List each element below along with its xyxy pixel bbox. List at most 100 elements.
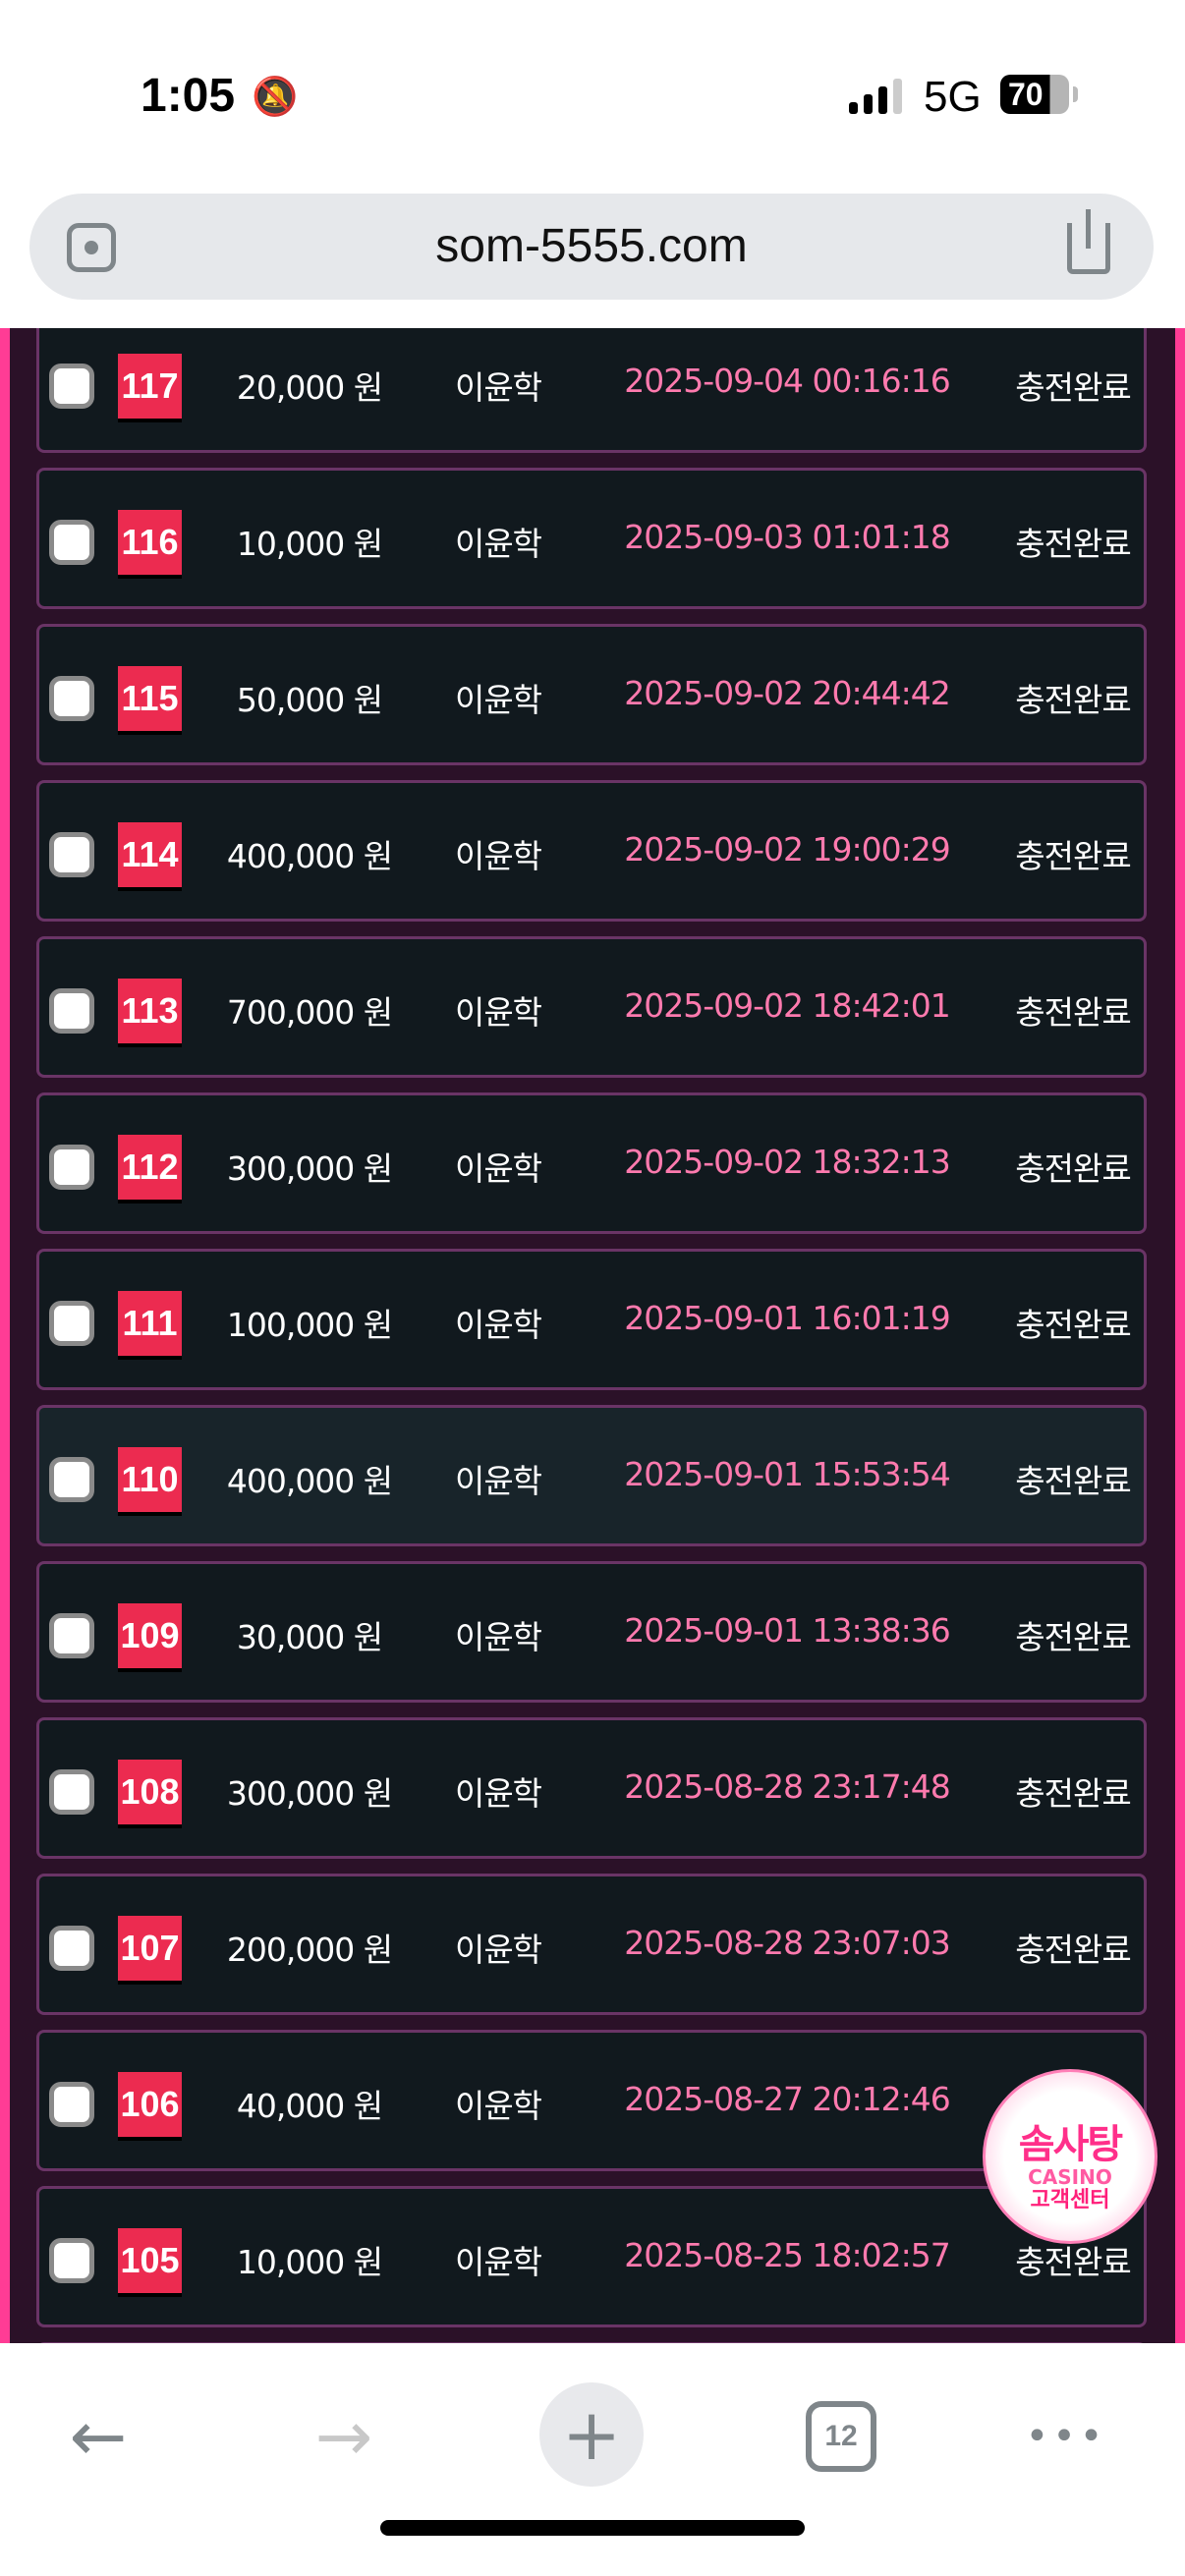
support-brand: 솜사탕 bbox=[1018, 2122, 1123, 2167]
table-row: 109 30,000 원 이윤학 2025-09-01 13:38:36 충전완… bbox=[36, 1561, 1147, 1703]
row-checkbox[interactable] bbox=[49, 1769, 94, 1815]
row-checkbox[interactable] bbox=[49, 988, 94, 1034]
amount: 50,000 원 bbox=[236, 681, 383, 719]
amount: 300,000 원 bbox=[226, 1774, 393, 1813]
depositor-name: 이윤학 bbox=[454, 2243, 542, 2281]
charge-history-list: 117 20,000 원 이윤학 2025-09-04 00:16:16 충전완… bbox=[36, 328, 1147, 2343]
datetime: 2025-09-03 01:01:18 bbox=[624, 518, 950, 556]
table-row: 112 300,000 원 이윤학 2025-09-02 18:32:13 충전… bbox=[36, 1092, 1147, 1234]
forward-arrow-icon[interactable]: → bbox=[314, 2396, 373, 2477]
amount: 300,000 원 bbox=[226, 1149, 393, 1188]
customer-center-button[interactable]: 솜사탕 CASINO 고객센터 bbox=[983, 2069, 1157, 2244]
datetime: 2025-08-28 23:17:48 bbox=[624, 1767, 950, 1806]
depositor-name: 이윤학 bbox=[454, 368, 542, 407]
amount: 100,000 원 bbox=[226, 1306, 393, 1344]
row-checkbox[interactable] bbox=[49, 364, 94, 409]
battery-nub bbox=[1073, 86, 1078, 102]
row-checkbox[interactable] bbox=[49, 2082, 94, 2127]
table-row: 115 50,000 원 이윤학 2025-09-02 20:44:42 충전완… bbox=[36, 624, 1147, 765]
datetime: 2025-08-27 20:12:46 bbox=[624, 2080, 950, 2118]
row-number-badge: 107 bbox=[118, 1916, 182, 1981]
row-number-badge: 109 bbox=[118, 1603, 182, 1668]
more-dots-icon[interactable]: ••• bbox=[1025, 2414, 1107, 2459]
row-checkbox[interactable] bbox=[49, 1145, 94, 1190]
amount: 200,000 원 bbox=[226, 1931, 393, 1969]
status: 충전완료 bbox=[1015, 368, 1131, 407]
table-row: 110 400,000 원 이윤학 2025-09-01 15:53:54 충전… bbox=[36, 1405, 1147, 1546]
row-checkbox[interactable] bbox=[49, 2238, 94, 2283]
row-number-badge: 114 bbox=[118, 822, 182, 887]
network-type: 5G bbox=[924, 73, 982, 121]
status: 충전완료 bbox=[1015, 1306, 1131, 1344]
status: 충전완료 bbox=[1015, 993, 1131, 1032]
row-checkbox[interactable] bbox=[49, 676, 94, 721]
browser-toolbar: ← → + 12 ••• bbox=[0, 2343, 1185, 2576]
amount: 700,000 원 bbox=[226, 993, 393, 1032]
status-bar: 1:05 🔕 5G 70 bbox=[0, 0, 1185, 187]
status: 충전완료 bbox=[1015, 681, 1131, 719]
clock: 1:05 bbox=[141, 70, 236, 122]
status: 충전완료 bbox=[1015, 1149, 1131, 1188]
depositor-name: 이윤학 bbox=[454, 993, 542, 1032]
support-label: 고객센터 bbox=[1030, 2188, 1110, 2212]
status: 충전완료 bbox=[1015, 837, 1131, 875]
address-bar[interactable]: som-5555.com bbox=[29, 194, 1154, 300]
datetime: 2025-09-04 00:16:16 bbox=[624, 362, 950, 400]
table-row: 106 40,000 원 이윤학 2025-08-27 20:12:46 충전완… bbox=[36, 2030, 1147, 2171]
depositor-name: 이윤학 bbox=[454, 1462, 542, 1500]
row-checkbox[interactable] bbox=[49, 1926, 94, 1971]
depositor-name: 이윤학 bbox=[454, 1149, 542, 1188]
row-checkbox[interactable] bbox=[49, 1613, 94, 1658]
new-tab-plus-icon[interactable]: + bbox=[539, 2382, 644, 2487]
datetime: 2025-08-28 23:07:03 bbox=[624, 1924, 950, 1962]
row-checkbox[interactable] bbox=[49, 832, 94, 877]
row-number-badge: 113 bbox=[118, 979, 182, 1043]
web-content: 117 20,000 원 이윤학 2025-09-04 00:16:16 충전완… bbox=[0, 328, 1185, 2343]
depositor-name: 이윤학 bbox=[454, 1774, 542, 1813]
row-number-badge: 117 bbox=[118, 354, 182, 419]
table-row: 108 300,000 원 이윤학 2025-08-28 23:17:48 충전… bbox=[36, 1717, 1147, 1859]
row-checkbox[interactable] bbox=[49, 1301, 94, 1346]
table-row: 105 10,000 원 이윤학 2025-08-25 18:02:57 충전완… bbox=[36, 2186, 1147, 2327]
row-number-badge: 115 bbox=[118, 666, 182, 731]
status: 충전완료 bbox=[1015, 1462, 1131, 1500]
datetime: 2025-08-25 18:02:57 bbox=[624, 2236, 950, 2274]
amount: 30,000 원 bbox=[236, 1618, 383, 1656]
depositor-name: 이윤학 bbox=[454, 1931, 542, 1969]
datetime: 2025-09-01 15:53:54 bbox=[624, 1455, 950, 1493]
row-number-badge: 108 bbox=[118, 1760, 182, 1824]
amount: 400,000 원 bbox=[226, 837, 393, 875]
row-number-badge: 111 bbox=[118, 1291, 182, 1356]
datetime: 2025-09-01 13:38:36 bbox=[624, 1611, 950, 1650]
row-number-badge: 116 bbox=[118, 510, 182, 575]
status: 충전완료 bbox=[1015, 2243, 1131, 2281]
amount: 40,000 원 bbox=[236, 2087, 383, 2125]
status: 충전완료 bbox=[1015, 525, 1131, 563]
row-checkbox[interactable] bbox=[49, 1457, 94, 1502]
home-indicator bbox=[380, 2520, 805, 2536]
datetime: 2025-09-02 20:44:42 bbox=[624, 674, 950, 712]
row-number-badge: 110 bbox=[118, 1447, 182, 1512]
back-arrow-icon[interactable]: ← bbox=[69, 2396, 128, 2477]
table-row: 116 10,000 원 이윤학 2025-09-03 01:01:18 충전완… bbox=[36, 468, 1147, 609]
depositor-name: 이윤학 bbox=[454, 1618, 542, 1656]
amount: 10,000 원 bbox=[236, 2243, 383, 2281]
row-number-badge: 112 bbox=[118, 1135, 182, 1200]
amount: 400,000 원 bbox=[226, 1462, 393, 1500]
table-row: 107 200,000 원 이윤학 2025-08-28 23:07:03 충전… bbox=[36, 1874, 1147, 2015]
row-number-badge: 106 bbox=[118, 2072, 182, 2137]
amount: 10,000 원 bbox=[236, 525, 383, 563]
depositor-name: 이윤학 bbox=[454, 2087, 542, 2125]
datetime: 2025-09-02 18:32:13 bbox=[624, 1143, 950, 1181]
datetime: 2025-09-02 18:42:01 bbox=[624, 986, 950, 1025]
row-checkbox[interactable] bbox=[49, 520, 94, 565]
tab-switcher-button[interactable]: 12 bbox=[806, 2401, 876, 2472]
google-lens-icon[interactable] bbox=[67, 223, 116, 272]
datetime: 2025-09-01 16:01:19 bbox=[624, 1299, 950, 1337]
share-icon[interactable] bbox=[1067, 209, 1110, 274]
table-row: 111 100,000 원 이윤학 2025-09-01 16:01:19 충전… bbox=[36, 1249, 1147, 1390]
status: 충전완료 bbox=[1015, 1618, 1131, 1656]
depositor-name: 이윤학 bbox=[454, 681, 542, 719]
url-text[interactable]: som-5555.com bbox=[435, 220, 748, 272]
status: 충전완료 bbox=[1015, 1931, 1131, 1969]
